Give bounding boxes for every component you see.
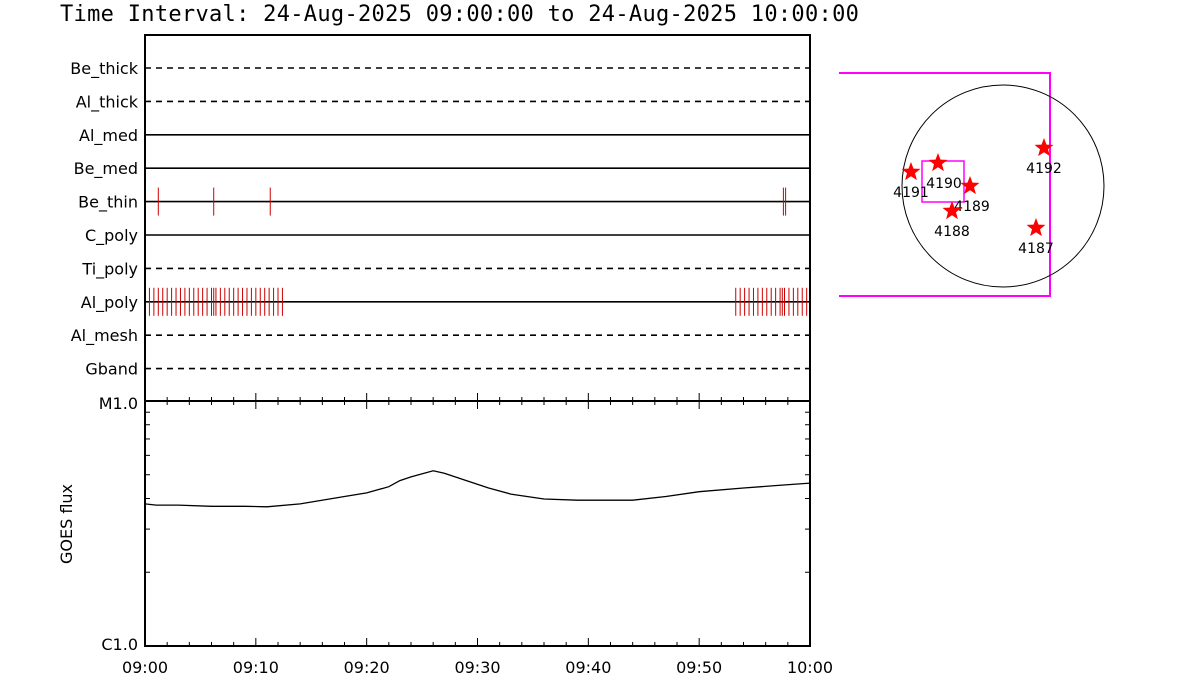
channel-label-al_med: Al_med [79, 126, 138, 146]
region-label-4188: 4188 [934, 224, 970, 240]
channel-rows: Be_thick Al_thick Al_med Be_med Be_thin C_pol… [70, 59, 811, 401]
channel-label-al_poly: Al_poly [81, 293, 138, 313]
goes-flux-line [144, 470, 811, 508]
goes-panel: M1.0 C1.0 09:00 09:10 09:20 09:30 09:40 09:50 1… [57, 394, 833, 677]
timeline-frame [144, 34, 811, 402]
goes-ytick-label: C1.0 [101, 635, 138, 654]
channel-label-be_med: Be_med [74, 159, 138, 179]
region-star-4190 [928, 153, 948, 172]
region-label-4190: 4190 [926, 176, 962, 192]
fov-box [839, 72, 1051, 297]
goes-y-axis: M1.0 C1.0 [99, 394, 810, 654]
goes-xtick-label: 09:40 [565, 658, 611, 677]
region-star-4188 [942, 201, 962, 220]
goes-x-axis: 09:00 09:10 09:20 09:30 09:40 09:50 10:00 [122, 401, 833, 677]
goes-ytick-label: M1.0 [99, 394, 138, 413]
timeline-panel: Be_thick Al_thick Al_med Be_med Be_thin C_pol… [70, 34, 811, 402]
goes-xtick-label: 09:50 [676, 658, 722, 677]
goes-xtick-label: 09:00 [122, 658, 168, 677]
goes-xtick-label: 09:20 [344, 658, 390, 677]
region-label-4191: 4191 [893, 185, 929, 201]
channel-label-al_thick: Al_thick [76, 92, 139, 112]
region-label-4192: 4192 [1026, 161, 1062, 177]
goes-frame [144, 400, 811, 647]
region-label-4187: 4187 [1018, 241, 1054, 257]
region-star-4192 [1034, 138, 1054, 157]
goes-xtick-label: 09:10 [233, 658, 279, 677]
channel-label-be_thin: Be_thin [78, 193, 138, 213]
channel-label-be_thick: Be_thick [70, 59, 138, 79]
solar-disk [901, 84, 1105, 288]
region-star-4187 [1026, 218, 1046, 237]
channel-label-gband: Gband [85, 360, 138, 379]
channel-label-ti_poly: Ti_poly [81, 259, 138, 279]
event-markers [148, 187, 808, 316]
plot-title: Time Interval: 24-Aug-2025 09:00:00 to 2… [60, 2, 860, 27]
channel-label-al_mesh: Al_mesh [71, 326, 138, 346]
region-star-4189 [960, 176, 980, 195]
goes-ylabel: GOES flux [57, 484, 76, 564]
goes-xtick-label: 09:30 [454, 658, 500, 677]
channel-label-c_poly: C_poly [85, 226, 138, 246]
region-star-4191 [901, 162, 921, 181]
goes-xtick-label: 10:00 [787, 658, 833, 677]
region-label-4189: 4189 [954, 199, 990, 215]
